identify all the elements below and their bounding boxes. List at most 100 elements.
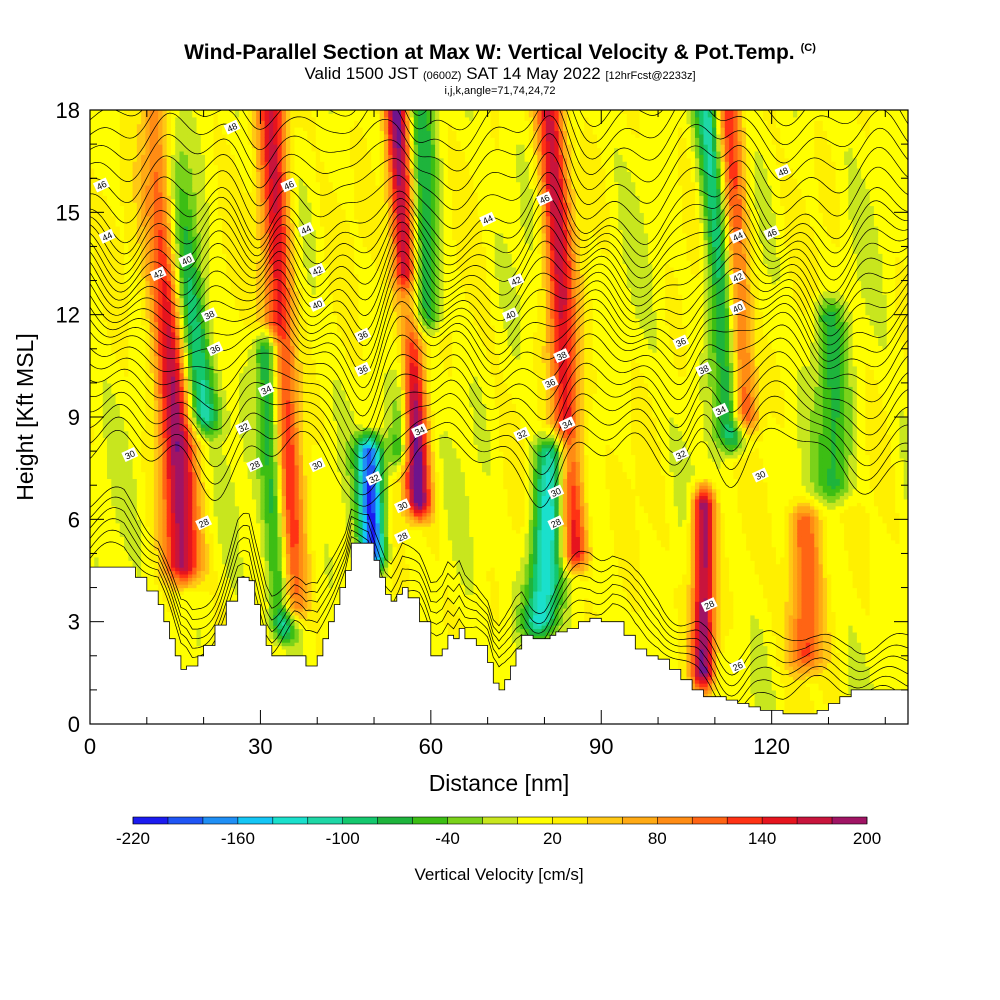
velocity-cell — [94, 165, 99, 169]
velocity-cell — [111, 154, 116, 158]
velocity-cell — [111, 553, 116, 557]
velocity-cell — [94, 424, 99, 428]
velocity-cell — [111, 141, 116, 145]
velocity-cell — [90, 151, 95, 155]
velocity-cell — [111, 560, 116, 564]
velocity-cell — [99, 485, 104, 489]
velocity-cell — [120, 420, 125, 424]
velocity-cell — [99, 134, 104, 138]
velocity-cell — [107, 437, 112, 441]
velocity-cell — [107, 386, 112, 390]
velocity-cell — [107, 359, 112, 363]
velocity-cell — [103, 543, 108, 547]
velocity-cell — [116, 553, 121, 557]
velocity-cell — [94, 513, 99, 517]
velocity-cell — [103, 468, 108, 472]
velocity-cell — [107, 339, 112, 343]
velocity-cell — [116, 301, 121, 305]
velocity-cell — [116, 264, 121, 268]
velocity-cell — [111, 482, 116, 486]
velocity-cell — [124, 543, 129, 547]
velocity-cell — [94, 560, 99, 564]
velocity-cell — [107, 533, 112, 537]
velocity-cell — [120, 158, 125, 162]
velocity-cell — [107, 448, 112, 452]
velocity-cell — [116, 400, 121, 404]
velocity-cell — [111, 202, 116, 206]
velocity-cell — [94, 533, 99, 537]
velocity-cell — [94, 417, 99, 421]
velocity-cell — [94, 478, 99, 482]
velocity-cell — [99, 530, 104, 534]
velocity-cell — [90, 492, 95, 496]
velocity-cell — [103, 417, 108, 421]
velocity-cell — [103, 478, 108, 482]
velocity-cell — [99, 362, 104, 366]
velocity-cell — [103, 168, 108, 172]
velocity-cell — [111, 250, 116, 254]
velocity-cell — [107, 154, 112, 158]
velocity-cell — [107, 547, 112, 551]
velocity-cell — [94, 335, 99, 339]
velocity-cell — [103, 560, 108, 564]
velocity-cell — [94, 359, 99, 363]
velocity-cell — [99, 427, 104, 431]
velocity-cell — [116, 444, 121, 448]
velocity-cell — [111, 308, 116, 312]
velocity-cell — [116, 492, 121, 496]
velocity-cell — [90, 509, 95, 513]
velocity-cell — [94, 151, 99, 155]
velocity-cell — [90, 403, 95, 407]
velocity-cell — [120, 223, 125, 227]
velocity-cell — [111, 219, 116, 223]
velocity-cell — [90, 188, 95, 192]
velocity-cell — [107, 124, 112, 128]
velocity-cell — [103, 397, 108, 401]
velocity-cell — [116, 161, 121, 165]
velocity-cell — [111, 448, 116, 452]
velocity-cell — [103, 506, 108, 510]
velocity-cell — [103, 431, 108, 435]
velocity-cell — [107, 550, 112, 554]
velocity-cell — [111, 386, 116, 390]
velocity-cell — [94, 124, 99, 128]
velocity-cell — [120, 553, 125, 557]
velocity-cell — [124, 557, 129, 561]
velocity-cell — [94, 472, 99, 476]
velocity-cell — [120, 202, 125, 206]
velocity-cell — [94, 376, 99, 380]
velocity-cell — [107, 332, 112, 336]
velocity-cell — [94, 356, 99, 360]
velocity-cell — [94, 212, 99, 216]
velocity-cell — [107, 216, 112, 220]
velocity-cell — [120, 560, 125, 564]
velocity-cell — [116, 475, 121, 479]
velocity-cell — [90, 267, 95, 271]
velocity-cell — [107, 536, 112, 540]
velocity-cell — [116, 451, 121, 455]
velocity-cell — [111, 206, 116, 210]
velocity-cell — [107, 424, 112, 428]
velocity-cell — [94, 373, 99, 377]
velocity-cell — [103, 134, 108, 138]
velocity-cell — [107, 478, 112, 482]
velocity-cell — [90, 158, 95, 162]
velocity-cell — [90, 328, 95, 332]
velocity-cell — [103, 301, 108, 305]
velocity-cell — [116, 468, 121, 472]
velocity-cell — [116, 420, 121, 424]
velocity-cell — [111, 489, 116, 493]
velocity-cell — [111, 523, 116, 527]
velocity-cell — [116, 465, 121, 469]
velocity-cell — [103, 458, 108, 462]
velocity-cell — [107, 403, 112, 407]
velocity-cell — [120, 492, 125, 496]
velocity-cell — [99, 137, 104, 141]
velocity-cell — [94, 321, 99, 325]
velocity-cell — [94, 134, 99, 138]
velocity-cell — [116, 345, 121, 349]
velocity-cell — [107, 458, 112, 462]
velocity-cell — [120, 424, 125, 428]
velocity-cell — [94, 553, 99, 557]
velocity-cell — [120, 195, 125, 199]
